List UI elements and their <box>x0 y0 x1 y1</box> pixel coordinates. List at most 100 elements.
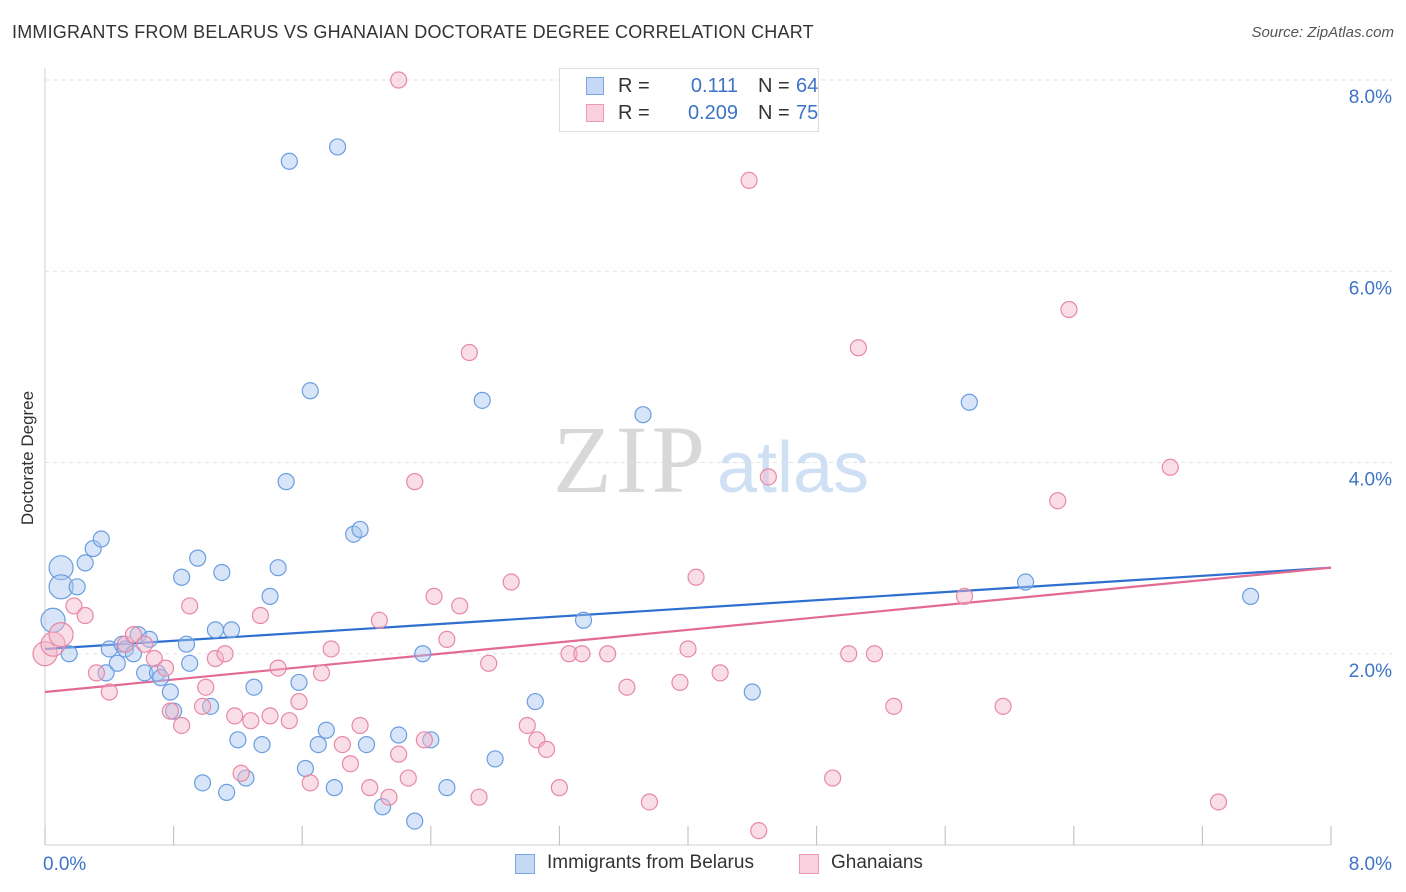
ghanaians-point <box>849 339 867 357</box>
belarus-point <box>1016 573 1035 591</box>
belarus-point <box>1242 587 1260 605</box>
ghanaians-point <box>87 664 106 682</box>
legend-r-value: 0.209 <box>687 102 738 124</box>
belarus-point <box>473 391 491 409</box>
belarus-point <box>373 798 392 816</box>
ghanaians-point <box>824 769 842 787</box>
belarus-point <box>181 654 199 672</box>
belarus-point <box>574 611 593 629</box>
ghanaians-point <box>181 597 199 615</box>
belarus-point <box>229 731 247 749</box>
ghanaians-point <box>955 587 974 605</box>
belarus-point <box>177 635 196 653</box>
belarus-point <box>960 393 978 411</box>
ghanaians-point <box>711 664 729 682</box>
ghanaians-point <box>232 764 250 782</box>
ghanaians-point <box>885 697 903 715</box>
ghanaians-point <box>390 71 408 89</box>
ghanaians-point <box>216 645 234 663</box>
y-tick-label: 4.0% <box>1349 470 1392 491</box>
ghanaians-point <box>470 788 488 806</box>
belarus-point <box>189 549 207 567</box>
ghanaians-point <box>537 740 556 758</box>
y-axis-label: Doctorate Degree <box>18 391 37 525</box>
belarus-point <box>253 735 271 754</box>
belarus-point <box>136 664 154 682</box>
belarus-point <box>526 692 544 711</box>
belarus-point <box>116 640 134 658</box>
ghanaians-point <box>518 716 536 735</box>
ghanaians-point <box>370 611 388 629</box>
legend-n-value: 75 <box>796 102 819 124</box>
belarus-point <box>280 152 298 170</box>
belarus-point <box>301 382 319 400</box>
ghanaians-point <box>100 683 118 701</box>
ghanaians-point <box>351 716 369 735</box>
y-tick-label: 6.0% <box>1349 278 1392 299</box>
ghanaians-point <box>322 640 340 658</box>
belarus-point <box>390 726 408 744</box>
ghanaians-point <box>280 712 298 730</box>
grid-lines <box>45 79 1392 655</box>
legend-n-label: N = <box>758 75 790 97</box>
ghanaians-point <box>994 697 1012 715</box>
belarus-point <box>317 721 335 739</box>
ghanaians-point <box>173 716 191 735</box>
y-tick-label: 2.0% <box>1349 661 1392 682</box>
bottom-legend-swatch-ghanaians <box>799 854 819 874</box>
ghanaians-point <box>145 649 163 668</box>
ghanaians-point <box>679 640 697 658</box>
belarus-point <box>414 645 432 663</box>
ghanaians-point <box>502 573 520 591</box>
ghanaians-point <box>193 697 212 715</box>
data-points <box>32 71 1260 840</box>
x-tick-label: 0.0% <box>43 854 86 875</box>
ghanaians-point <box>124 626 143 644</box>
trend-lines <box>44 566 1332 694</box>
belarus-point <box>634 406 652 424</box>
ghanaians-point <box>161 702 179 720</box>
belarus-point <box>269 559 287 577</box>
ghanaians-point <box>750 822 768 840</box>
belarus-point <box>218 783 236 802</box>
ghanaians-point <box>550 779 569 797</box>
ghanaians-point <box>301 774 319 792</box>
belarus-point <box>108 654 126 672</box>
belarus-point <box>245 678 263 696</box>
ghanaians-point <box>865 645 884 663</box>
ghanaians-point <box>197 678 215 696</box>
ghanaians-point <box>341 755 360 773</box>
belarus-point <box>237 769 255 787</box>
belarus-point <box>97 664 115 682</box>
ghanaians-point <box>671 673 689 692</box>
ghanaians-point <box>573 645 591 663</box>
legend-n-label: N = <box>758 102 790 124</box>
ghanaians-point <box>840 645 858 663</box>
ghanaians-point <box>136 635 154 653</box>
belarus-point <box>222 621 241 639</box>
belarus-point <box>743 683 761 701</box>
trend-line-belarus <box>44 566 1332 651</box>
belarus-point <box>206 621 224 639</box>
legend-swatch-belarus <box>586 77 604 95</box>
ghanaians-point <box>406 473 424 491</box>
chart-title: IMMIGRANTS FROM BELARUS VS GHANAIAN DOCT… <box>12 22 814 42</box>
ghanaians-point <box>156 659 175 677</box>
belarus-point <box>422 731 440 749</box>
ghanaians-point <box>76 606 94 625</box>
ghanaians-point <box>740 171 758 190</box>
ghanaians-point <box>269 659 287 677</box>
stats-legend: R = 0.111 N = 64 R = 0.209 N = 75 <box>559 68 819 132</box>
belarus-point <box>486 750 504 768</box>
belarus-point <box>48 574 74 600</box>
legend-r-label: R = <box>618 75 650 97</box>
bottom-legend-label: Ghanaians <box>831 852 923 873</box>
series-belarus-points <box>40 138 1260 830</box>
belarus-point <box>309 735 327 754</box>
ghanaians-point <box>560 645 578 663</box>
trend-line-ghanaians <box>44 566 1332 694</box>
source-label: Source: ZipAtlas.com <box>1251 24 1394 41</box>
belarus-point <box>357 735 376 754</box>
belarus-point <box>173 568 191 586</box>
